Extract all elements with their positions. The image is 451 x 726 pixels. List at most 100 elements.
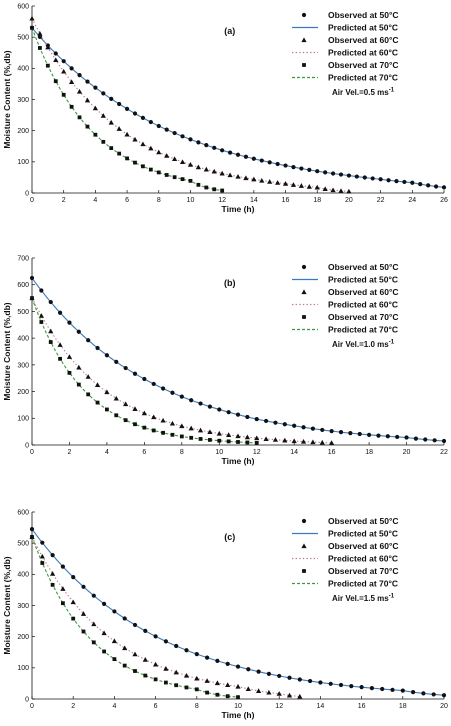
observed-point	[124, 106, 130, 111]
observed-point	[328, 681, 333, 686]
legend-label: Predicted at 70°C	[328, 325, 398, 335]
observed-point	[179, 159, 186, 165]
observed-point	[153, 661, 159, 667]
observed-point	[204, 143, 209, 148]
observed-point	[395, 434, 400, 440]
observed-point	[100, 113, 106, 118]
observed-point	[204, 678, 210, 683]
observed-point	[123, 401, 129, 407]
air-velocity-text: Air Vel.=0.5 ms	[332, 88, 389, 97]
observed-point	[217, 407, 222, 412]
observed-point	[53, 51, 58, 56]
x-tick-label: 20	[403, 449, 411, 456]
observed-point	[156, 170, 161, 175]
observed-point	[180, 177, 185, 182]
observed-point	[411, 690, 416, 695]
observed-point	[91, 640, 96, 645]
observed-point	[38, 313, 44, 318]
observed-point	[195, 164, 201, 170]
observed-point	[418, 182, 423, 187]
observed-point	[314, 184, 320, 190]
observed-point	[84, 97, 91, 103]
air-velocity-text: Air Vel.=1.0 ms	[332, 340, 389, 349]
observed-point	[235, 433, 241, 439]
x-tick-label: 8	[157, 197, 161, 204]
observed-point	[413, 436, 419, 441]
observed-point	[179, 394, 184, 399]
observed-point	[346, 188, 352, 194]
observed-point	[172, 130, 177, 136]
y-tick-label: 400	[17, 66, 29, 73]
legend-marker	[302, 569, 306, 573]
y-tick-label: 400	[17, 572, 29, 579]
y-axis-label: Moisture Content (%,db)	[2, 50, 12, 148]
predicted-curve	[31, 297, 332, 444]
observed-point	[376, 433, 381, 438]
observed-point	[76, 88, 83, 94]
observed-point	[40, 561, 45, 565]
x-tick-label: 18	[365, 449, 373, 456]
observed-point	[366, 432, 372, 437]
y-tick-label: 200	[17, 128, 29, 135]
x-axis-label: Time (h)	[222, 204, 255, 214]
legend-label: Observed at 70°C	[328, 60, 399, 70]
observed-point	[101, 91, 106, 96]
observed-point	[40, 540, 45, 545]
observed-point	[86, 338, 91, 343]
observed-point	[433, 184, 439, 189]
predicted-curve	[31, 536, 239, 698]
observed-point	[329, 429, 334, 434]
observed-point	[380, 686, 385, 692]
x-tick-label: 10	[234, 703, 242, 710]
observed-point	[189, 435, 194, 440]
observed-point	[169, 420, 176, 426]
x-tick-label: 8	[180, 449, 184, 456]
observed-point	[441, 438, 447, 444]
observed-point	[357, 431, 362, 437]
observed-point	[236, 695, 240, 700]
observed-point	[77, 115, 82, 120]
observed-point	[286, 692, 293, 698]
observed-point	[297, 677, 302, 682]
air-velocity-note: Air Vel.=0.5 ms-1	[332, 88, 395, 98]
observed-point	[283, 163, 288, 168]
observed-point	[196, 182, 201, 187]
observed-point	[297, 693, 303, 699]
observed-point	[198, 401, 203, 406]
observed-point	[92, 105, 98, 111]
series-50c	[29, 25, 447, 190]
observed-point	[322, 186, 328, 192]
observed-point	[69, 79, 75, 85]
x-tick-label: 6	[125, 197, 129, 204]
observed-point	[431, 692, 436, 697]
predicted-curve	[31, 536, 300, 698]
observed-point	[183, 672, 190, 678]
observed-point	[132, 111, 138, 116]
observed-point	[219, 170, 225, 176]
observed-point	[160, 386, 166, 391]
observed-point	[259, 177, 265, 183]
observed-point	[315, 169, 320, 174]
observed-point	[113, 395, 119, 401]
air-velocity-superscript: -1	[389, 594, 395, 600]
x-tick-label: 16	[358, 703, 366, 710]
observed-point	[114, 413, 119, 418]
observed-point	[208, 438, 212, 442]
observed-point	[394, 179, 399, 184]
observed-point	[45, 63, 50, 68]
x-tick-label: 6	[154, 703, 158, 710]
observed-point	[102, 601, 107, 606]
x-tick-label: 20	[440, 703, 448, 710]
observed-point	[194, 675, 200, 681]
observed-point	[259, 158, 264, 163]
observed-point	[244, 434, 250, 440]
observed-point	[170, 432, 175, 437]
observed-point	[61, 601, 65, 606]
legend-marker	[301, 12, 307, 18]
series-60c	[29, 15, 352, 194]
observed-point	[275, 161, 280, 167]
observed-point	[57, 310, 63, 315]
legend-marker	[302, 63, 306, 67]
observed-point	[369, 686, 374, 691]
